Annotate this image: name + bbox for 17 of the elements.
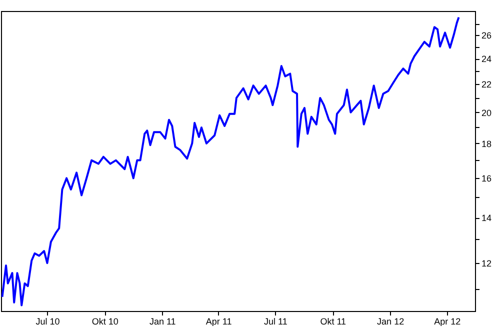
x-tick-label: Okt 10: [92, 316, 118, 326]
y-tick-label: 22: [482, 80, 492, 90]
x-tick-label: Jul 11: [264, 316, 288, 326]
x-tick-label: Okt 11: [320, 316, 346, 326]
x-tick-label: Apr 11: [206, 316, 232, 326]
y-tick-label: 12: [482, 258, 492, 269]
x-tick-label: Jan 12: [377, 316, 404, 326]
y-tick-label: 24: [482, 54, 492, 64]
line-series: [1, 16, 460, 306]
x-tick-label: Jul 10: [36, 316, 60, 326]
x-tick-label: Apr 12: [434, 316, 461, 326]
x-tick-label: Jan 11: [149, 316, 176, 326]
y-tick-label: 26: [482, 30, 492, 40]
y-tick-label: 16: [482, 174, 492, 184]
y-tick-label: 20: [482, 108, 492, 118]
y-tick-label: 18: [482, 138, 492, 149]
y-tick-label: 14: [482, 213, 492, 224]
